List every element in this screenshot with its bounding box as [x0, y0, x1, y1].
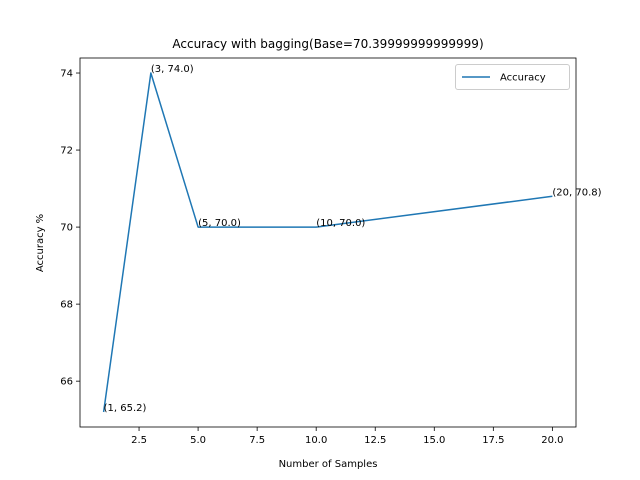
data-point-annotation: (10, 70.0) [316, 218, 365, 229]
y-tick-label: 72 [60, 146, 73, 157]
x-tick-label: 17.5 [482, 435, 504, 446]
data-point-annotation: (5, 70.0) [198, 218, 241, 229]
y-tick-label: 70 [60, 223, 73, 234]
legend-box [455, 64, 570, 90]
legend-label: Accuracy [500, 73, 546, 84]
x-tick-label: 20.0 [541, 435, 563, 446]
data-point-annotation: (20, 70.8) [552, 187, 601, 198]
y-axis-label: Accuracy % [35, 214, 46, 272]
series-line-accuracy [102, 72, 553, 413]
chart-title: Accuracy with bagging(Base=70.3999999999… [172, 37, 483, 51]
x-tick-label: 5.0 [190, 435, 206, 446]
y-tick-label: 74 [60, 69, 73, 80]
x-tick-label: 10.0 [305, 435, 327, 446]
x-tick-label: 7.5 [249, 435, 265, 446]
plot-area: 2.5 5.0 7.5 10.0 12.5 15.0 17.5 20.0 66 68 70 72 74 (… [60, 57, 602, 446]
axes-frame [79, 57, 577, 428]
data-point-annotation: (3, 74.0) [151, 64, 194, 75]
legend: Accuracy [455, 64, 570, 90]
y-tick-label: 66 [60, 377, 73, 388]
x-axis-label: Number of Samples [279, 459, 378, 470]
y-tick-label: 68 [60, 300, 73, 311]
data-point-annotation: (1, 65.2) [104, 403, 147, 414]
x-tick-label: 2.5 [131, 435, 147, 446]
x-tick-label: 15.0 [423, 435, 445, 446]
x-tick-label: 12.5 [364, 435, 386, 446]
